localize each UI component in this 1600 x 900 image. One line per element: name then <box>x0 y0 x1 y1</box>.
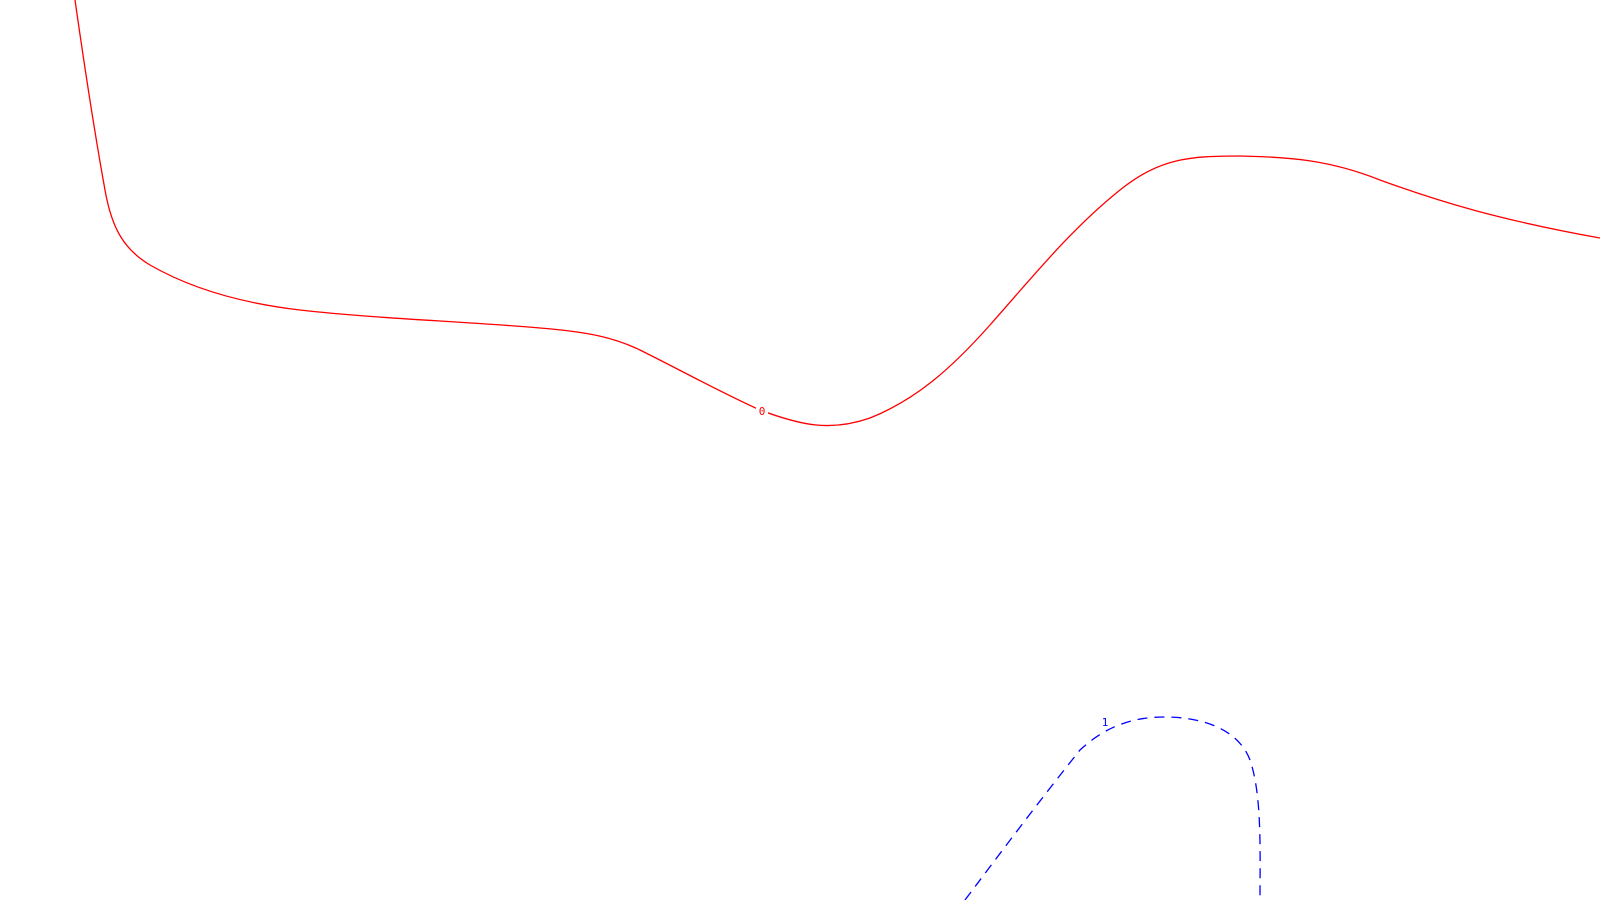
contour-label-bg-level-0 <box>756 405 768 417</box>
contour-label-level-1: 1 <box>1102 716 1109 729</box>
contour-label-level-0: 0 <box>759 405 766 418</box>
contour-line-level-1 <box>964 716 1261 900</box>
contour-label-bg-level-1 <box>1099 716 1111 728</box>
